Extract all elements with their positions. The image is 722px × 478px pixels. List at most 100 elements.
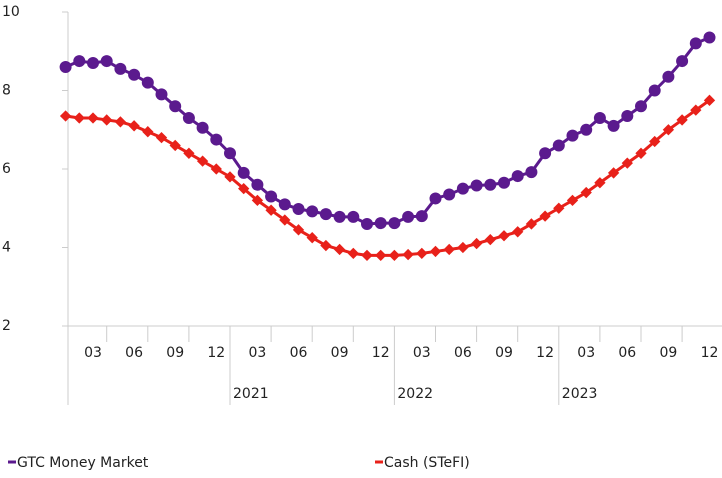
x-tick-label: 06 (290, 345, 308, 361)
data-point (539, 210, 551, 222)
data-point (607, 119, 620, 132)
data-point (237, 166, 250, 179)
data-point (676, 55, 689, 68)
data-point (566, 194, 579, 207)
data-point (87, 57, 99, 70)
legend-label: GTC Money Market (17, 455, 149, 471)
data-point (183, 147, 195, 159)
data-point (169, 100, 182, 113)
data-point (210, 133, 223, 146)
data-point (374, 217, 387, 230)
data-point (375, 249, 387, 262)
data-point (59, 60, 72, 73)
data-point (388, 217, 401, 230)
data-point (402, 248, 414, 261)
data-point (347, 210, 360, 223)
data-point (128, 120, 140, 132)
data-point (593, 111, 606, 124)
data-point (470, 237, 483, 250)
data-point (142, 126, 154, 138)
data-point (416, 247, 428, 260)
y-tick-label: 10 (2, 4, 20, 20)
x-tick-label: 12 (701, 345, 719, 361)
data-point (621, 110, 634, 123)
data-point (498, 176, 510, 189)
data-point (429, 245, 442, 258)
data-point (265, 204, 277, 216)
year-label: 2022 (397, 386, 433, 402)
data-point (361, 217, 373, 230)
x-tick-label: 06 (618, 345, 636, 361)
x-tick-label: 03 (84, 345, 102, 361)
data-point (649, 135, 661, 148)
data-point (155, 131, 168, 144)
data-point (511, 170, 524, 183)
data-point (306, 232, 318, 244)
x-tick-label: 03 (248, 345, 266, 361)
x-tick-label: 12 (372, 345, 390, 361)
x-tick-label: 09 (495, 345, 513, 361)
data-point (703, 31, 716, 44)
data-point (306, 205, 319, 218)
data-point (662, 70, 675, 83)
x-tick-label: 06 (125, 345, 143, 361)
data-point (415, 210, 428, 223)
data-point (196, 155, 209, 167)
data-point (265, 190, 278, 203)
data-point (607, 167, 620, 179)
data-point (388, 249, 401, 262)
data-point (443, 188, 456, 201)
data-point (525, 166, 538, 179)
data-point (292, 224, 305, 236)
data-point (238, 182, 250, 195)
x-tick-label: 12 (536, 345, 554, 361)
data-point (128, 68, 141, 81)
data-point (621, 157, 633, 169)
data-point (210, 163, 222, 175)
data-point (429, 192, 442, 205)
data-point (525, 218, 538, 230)
legend-label: Cash (STeFI) (384, 455, 470, 471)
x-tick-label: 09 (659, 345, 677, 361)
data-point (182, 111, 195, 124)
data-point (333, 243, 346, 256)
data-point (402, 210, 415, 223)
data-point (319, 208, 332, 221)
data-point (279, 214, 291, 226)
x-tick-label: 12 (207, 345, 225, 361)
data-point (278, 198, 291, 211)
data-point (73, 55, 86, 68)
year-label: 2023 (562, 386, 598, 402)
data-point (648, 84, 661, 97)
data-point (114, 62, 127, 75)
y-tick-label: 4 (2, 240, 11, 256)
data-point (512, 226, 524, 238)
data-point (196, 121, 209, 134)
data-point (73, 112, 85, 124)
data-point (566, 129, 579, 142)
y-tick-label: 2 (2, 318, 11, 334)
data-point (251, 178, 264, 191)
data-point (594, 177, 606, 189)
data-point (635, 147, 647, 159)
x-tick-label: 03 (413, 345, 431, 361)
data-point (141, 76, 154, 89)
data-point (689, 37, 702, 50)
data-point (347, 247, 359, 260)
x-tick-label: 03 (577, 345, 595, 361)
data-point (443, 243, 455, 256)
data-point (101, 114, 113, 126)
data-point (457, 241, 469, 254)
data-point (224, 147, 236, 160)
data-point (552, 139, 565, 152)
data-point (100, 55, 113, 68)
data-point (224, 171, 236, 183)
x-tick-label: 09 (331, 345, 349, 361)
data-point (635, 100, 647, 113)
data-point (155, 88, 168, 101)
data-point (59, 110, 72, 122)
data-point (169, 139, 181, 152)
data-point (470, 179, 483, 192)
year-label: 2021 (233, 386, 269, 402)
